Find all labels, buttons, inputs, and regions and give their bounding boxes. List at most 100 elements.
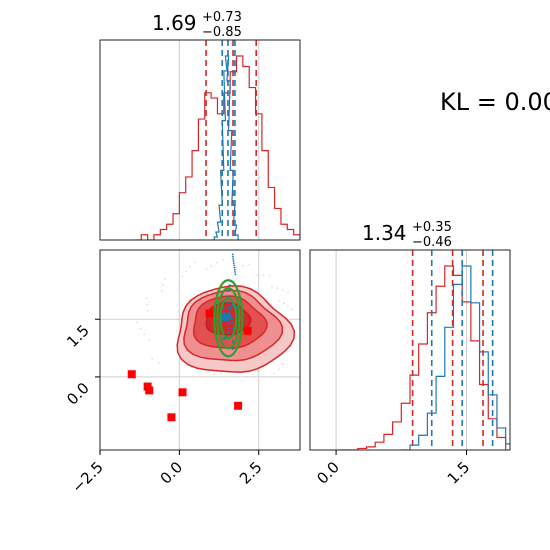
bottom-left-blue-point-140 — [229, 308, 232, 311]
bottom-left-blue-tail-9 — [231, 253, 234, 256]
bottom-left-green-ellipse-1 — [216, 287, 241, 350]
bottom-left-faint-point-109 — [181, 275, 184, 278]
bottom-left-faint-point-34 — [327, 312, 329, 314]
bottom-left-blue-tail-8 — [232, 255, 234, 258]
bottom-left-faint-point-118 — [304, 344, 306, 346]
top-left-hist-series-1 — [211, 55, 242, 240]
bottom-left-faint-point-66 — [251, 373, 254, 376]
bottom-right-title-value: 1.34 — [362, 221, 407, 245]
bottom-right-frame — [309, 249, 511, 451]
bottom-left-faint-point-23 — [248, 263, 250, 266]
bottom-left-blue-tail-6 — [232, 260, 235, 262]
bottom-left-blue-tail-0 — [234, 273, 237, 276]
bottom-left-faint-point-41 — [189, 266, 191, 268]
bottom-right-xtick-label-0: 0.0 — [313, 458, 343, 488]
bottom-left-blue-point-152 — [231, 321, 234, 324]
bottom-left-faint-point-110 — [317, 324, 319, 326]
bottom-left-faint-point-115 — [278, 299, 281, 302]
bottom-left-green-ellipse-2 — [219, 297, 238, 340]
bottom-left-blue-point-129 — [230, 304, 233, 308]
bottom-left-faint-point-47 — [287, 305, 289, 307]
bottom-left-faint-point-83 — [210, 265, 213, 267]
bottom-left-blue-tail-2 — [233, 268, 236, 271]
bottom-left-marker-2 — [145, 386, 154, 395]
bottom-left-marker-6 — [243, 326, 252, 335]
bottom-left-faint-point-73 — [276, 287, 279, 289]
bottom-left-blue-tail-5 — [232, 262, 235, 265]
bottom-left-blue-point-149 — [227, 327, 231, 330]
bottom-left-scatter-panel: −2.5 0.0 2.5 1.5 0.0 — [63, 249, 329, 497]
bottom-left-faint-point-4 — [177, 310, 180, 313]
bottom-left-faint-point-102 — [319, 301, 321, 303]
bottom-left-faint-point-38 — [179, 314, 182, 317]
top-left-title-value: 1.69 — [152, 11, 197, 35]
bottom-left-faint-point-24 — [273, 372, 276, 375]
bottom-left-marker-0 — [127, 370, 136, 379]
bottom-right-histogram-panel: 0.0 1.5 — [309, 249, 511, 488]
kl-annotation: KL = 0.00 — [440, 88, 550, 116]
bottom-left-blue-point-154 — [227, 311, 230, 314]
bottom-left-faint-point-58 — [278, 368, 280, 370]
bottom-left-faint-point-39 — [282, 289, 284, 291]
bottom-left-green-ellipse-0 — [213, 279, 244, 358]
bottom-right-title-plus: +0.35 — [412, 220, 452, 235]
bottom-left-faint-point-8 — [319, 343, 321, 345]
bottom-left-frame — [99, 249, 301, 451]
bottom-left-faint-point-77 — [151, 358, 153, 360]
bottom-left-blue-point-142 — [222, 337, 225, 340]
bottom-left-marker-5 — [234, 401, 243, 410]
bottom-left-marker-4 — [178, 388, 187, 397]
bottom-left-faint-point-107 — [271, 285, 273, 288]
bottom-left-faint-point-40 — [220, 372, 222, 375]
bottom-left-faint-point-93 — [147, 309, 150, 312]
bottom-left-blue-tail-4 — [233, 264, 236, 267]
bottom-left-faint-point-25 — [145, 297, 148, 299]
bottom-left-faint-point-33 — [164, 278, 167, 280]
bottom-left-ytick-label-1: 0.0 — [63, 379, 93, 409]
top-left-title: 1.69 +0.73 −0.85 — [152, 10, 242, 40]
bottom-left-faint-point-12 — [188, 298, 191, 301]
bottom-left-faint-point-7 — [194, 261, 196, 264]
top-left-title-minus: −0.85 — [202, 25, 242, 40]
bottom-left-faint-point-81 — [282, 302, 285, 304]
bottom-left-xtick-label-1: 0.0 — [157, 458, 187, 488]
bottom-left-faint-point-30 — [176, 330, 178, 332]
bottom-left-faint-point-92 — [281, 363, 284, 366]
bottom-left-blue-point-138 — [226, 331, 230, 334]
bottom-left-ytick-label-0: 1.5 — [63, 321, 93, 351]
bottom-left-marker-8 — [221, 313, 230, 322]
bottom-left-faint-point-50 — [302, 356, 304, 358]
top-left-histogram-panel — [99, 39, 301, 241]
bottom-left-faint-point-15 — [222, 258, 224, 261]
bottom-left-blue-point-156 — [232, 340, 235, 343]
bottom-left-faint-point-49 — [216, 261, 218, 264]
bottom-left-xtick-label-2: 2.5 — [236, 458, 266, 488]
bottom-left-faint-point-32 — [245, 376, 248, 379]
bottom-right-xtick-label-1: 1.5 — [444, 458, 474, 488]
bottom-left-blue-point-126 — [230, 317, 233, 320]
bottom-left-faint-point-117 — [205, 268, 208, 271]
bottom-left-faint-point-59 — [146, 303, 148, 306]
bottom-left-faint-point-31 — [268, 274, 271, 277]
bottom-left-blue-tail-3 — [233, 266, 236, 269]
bottom-left-faint-point-76 — [318, 330, 320, 332]
bottom-left-faint-point-65 — [262, 274, 265, 276]
bottom-left-faint-point-51 — [139, 327, 142, 330]
bottom-left-blue-point-158 — [226, 295, 230, 298]
bottom-right-title-minus: −0.46 — [412, 235, 452, 250]
bottom-left-faint-point-84 — [303, 350, 305, 352]
bottom-left-marker-3 — [167, 413, 176, 422]
bottom-left-faint-point-67 — [162, 284, 164, 286]
bottom-left-xtick-label-0: −2.5 — [68, 458, 106, 496]
bottom-left-faint-point-17 — [136, 321, 139, 324]
bottom-left-blue-point-145 — [231, 347, 234, 350]
bottom-left-blue-point-136 — [228, 284, 231, 287]
bottom-left-blue-point-150 — [222, 307, 225, 310]
bottom-left-blue-point-147 — [227, 289, 230, 292]
bottom-left-blue-point-143 — [226, 306, 230, 309]
bottom-left-faint-point-94 — [310, 277, 312, 279]
bottom-right-hist-series-0 — [340, 265, 507, 450]
bottom-left-blue-point-132 — [226, 301, 229, 304]
bottom-left-faint-point-91 — [235, 266, 238, 269]
